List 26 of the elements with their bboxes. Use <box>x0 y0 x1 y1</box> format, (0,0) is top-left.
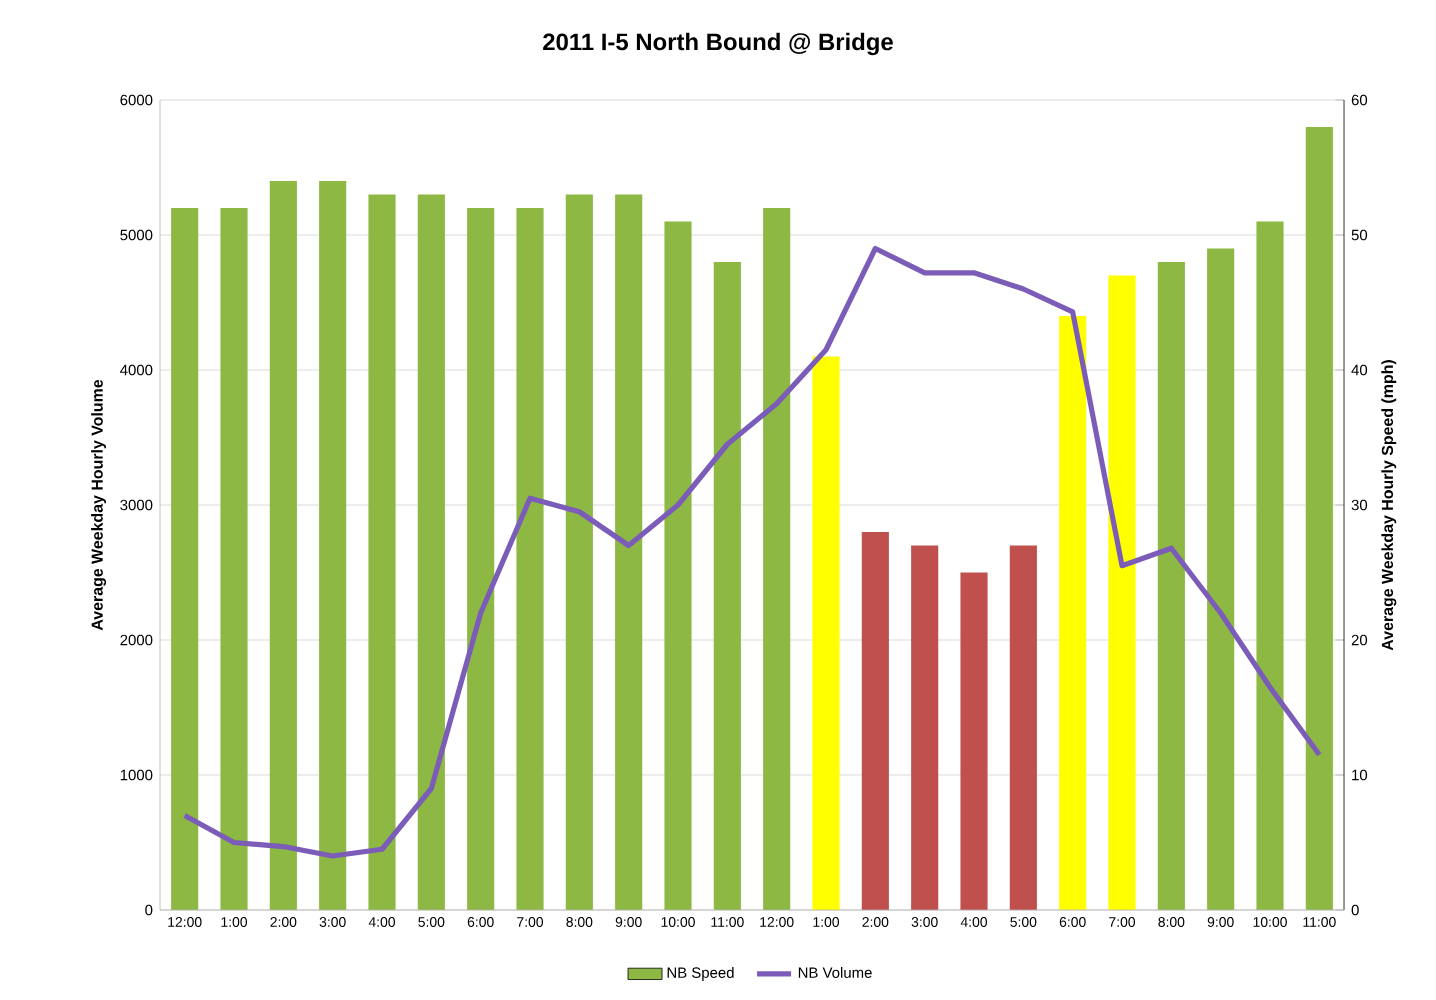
bar <box>565 194 593 910</box>
line-series <box>182 245 1322 859</box>
bar <box>417 194 445 910</box>
bar <box>1207 248 1235 910</box>
bar <box>713 262 741 910</box>
bar <box>812 356 840 910</box>
bar <box>1157 262 1185 910</box>
bar <box>763 208 791 910</box>
bar <box>960 572 988 910</box>
bar <box>1059 316 1087 910</box>
bar <box>171 208 199 910</box>
bar <box>516 208 544 910</box>
bar <box>1305 127 1333 910</box>
bar <box>269 181 297 910</box>
bar <box>467 208 495 910</box>
bar <box>319 181 347 910</box>
bar <box>615 194 643 910</box>
bar <box>220 208 248 910</box>
bar <box>1108 275 1136 910</box>
bar <box>368 194 396 910</box>
chart-title: 2011 I-5 North Bound @ Bridge <box>543 32 893 56</box>
bar <box>1009 545 1037 910</box>
bar <box>664 221 692 910</box>
bar <box>911 545 939 910</box>
bar <box>861 532 889 910</box>
bar <box>1256 221 1284 910</box>
